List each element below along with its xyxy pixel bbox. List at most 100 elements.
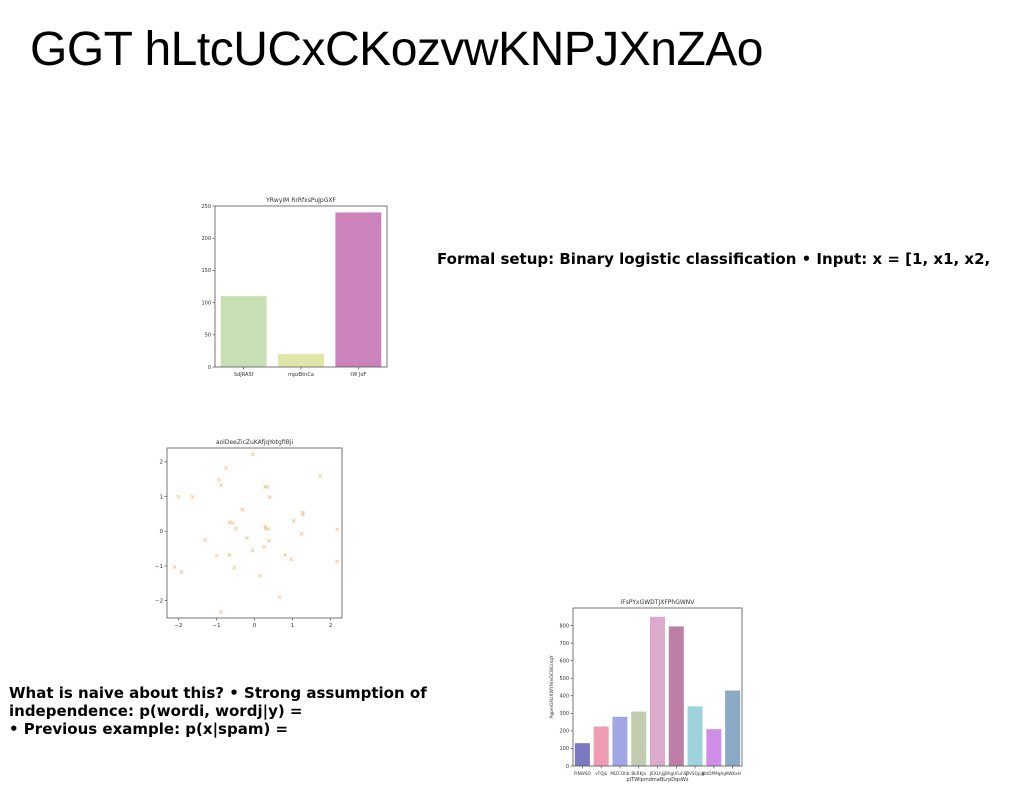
- bar: [220, 296, 267, 367]
- plot-frame: [572, 607, 743, 767]
- scatter-point: [283, 552, 288, 557]
- y-tick-label: 700: [559, 641, 569, 647]
- scatter-point: [335, 559, 340, 564]
- scatter-point: [266, 526, 271, 531]
- bar: [668, 626, 684, 766]
- x-tick-label: WzDPMqAu: [702, 771, 726, 776]
- x-tick-label: 1: [291, 623, 295, 629]
- chart-title: YRwyIM RrRfxsPuJpGXF: [265, 197, 336, 204]
- x-tick-label: 2: [329, 623, 333, 629]
- y-tick-label: 50: [205, 333, 211, 339]
- y-tick-label: −2: [155, 598, 163, 604]
- bar: [574, 743, 590, 766]
- x-tick-label: −2: [174, 623, 182, 629]
- y-tick-label: 0: [160, 529, 164, 535]
- bar: [593, 726, 609, 766]
- scatter-point: [223, 465, 228, 470]
- scatter-point: [219, 483, 224, 488]
- bar-chart-2: iFsPYxGWDTJXFPhGWNV 0 100 200 300 400 500 600 70…: [549, 599, 743, 783]
- y-tick-label: 200: [201, 236, 211, 242]
- scatter-point: [217, 477, 222, 482]
- x-tick-label: JEXLhjjj: [649, 771, 665, 776]
- scatter-point: [257, 573, 262, 578]
- naive-line-3: • Previous example: p(x|spam) =: [9, 720, 289, 738]
- scatter-point: [300, 512, 305, 517]
- scatter-point: [232, 565, 237, 570]
- y-tick-label: 100: [559, 746, 569, 752]
- scatter-point: [227, 520, 232, 525]
- scatter-point: [240, 507, 245, 512]
- plot-frame: [214, 205, 388, 368]
- bar: [649, 616, 666, 766]
- setup-text: Formal setup: Binary logistic classifica…: [437, 250, 991, 268]
- x-tick-label: mpzBtnCa: [288, 372, 314, 378]
- x-tick-label: 0: [253, 623, 257, 629]
- y-axis-label: PgpmGNzXWYNmGCBEzxqY: [549, 655, 555, 718]
- scatter-point: [176, 494, 181, 499]
- scatter-point: [318, 474, 323, 479]
- scatter-point: [299, 531, 304, 536]
- y-tick-label: −1: [155, 564, 163, 570]
- scatter-point: [190, 494, 195, 499]
- naive-line-1: What is naive about this? • Strong assum…: [9, 684, 427, 702]
- scatter-point: [219, 610, 224, 615]
- scatter-point: [289, 557, 294, 562]
- slide-title: GGT hLtcUCxCKozvwKNPJXnZAo: [30, 23, 764, 76]
- scatter-point: [250, 452, 255, 457]
- y-tick-label: 0: [566, 764, 569, 770]
- scatter-point: [263, 484, 268, 489]
- bar: [335, 212, 382, 367]
- chart-title: aolDeeZicZuKAfjqYotgfIBji: [216, 439, 294, 446]
- x-tick-label: vTQjk: [595, 771, 607, 776]
- y-tick-label: 300: [559, 711, 569, 717]
- naive-line-2: independence: p(wordi, wordj|y) =: [9, 702, 303, 720]
- x-tick-label: tW JoF: [350, 372, 366, 378]
- y-tick-label: 600: [559, 658, 569, 664]
- scatter-point: [172, 565, 177, 569]
- y-tick-label: 150: [201, 268, 211, 274]
- naive-text-block: What is naive about this? • Strong assum…: [9, 684, 427, 738]
- scatter-point: [277, 595, 282, 600]
- x-tick-label: BkRKJx: [631, 771, 646, 776]
- x-tick-label: DVSQpjg: [686, 771, 705, 776]
- y-tick-label: 0: [208, 365, 211, 371]
- bar: [706, 729, 722, 766]
- chart-title: iFsPYxGWDTJXFPhGWNV: [621, 599, 696, 606]
- bar: [612, 716, 628, 766]
- scatter-point: [179, 569, 184, 574]
- x-tick-label: SdJRASf: [234, 372, 254, 378]
- y-tick-label: 250: [201, 204, 211, 210]
- plot-frame: [166, 447, 343, 619]
- bar: [687, 706, 703, 766]
- bar: [631, 711, 647, 766]
- x-tick-label: JAWKxH: [723, 771, 740, 776]
- x-tick-label: PiNWSO: [574, 771, 592, 776]
- y-tick-label: 1: [160, 494, 164, 500]
- bar: [278, 354, 324, 367]
- scatter-point: [291, 518, 296, 523]
- scatter-point: [230, 520, 235, 525]
- scatter-point: [233, 526, 238, 531]
- y-tick-label: 2: [160, 460, 164, 466]
- y-tick-label: 200: [559, 729, 569, 735]
- scatter-point: [203, 538, 208, 543]
- scatter-point: [227, 552, 232, 557]
- scatter-point: [262, 544, 267, 549]
- scatter-point: [214, 553, 219, 558]
- x-tick-label: BhgUFuhSJ: [665, 771, 688, 776]
- y-tick-label: 400: [559, 694, 569, 700]
- scatter-point: [244, 535, 249, 540]
- scatter-point: [250, 548, 255, 553]
- x-tick-label: MIZCOhb: [610, 771, 630, 776]
- scatter-point: [335, 527, 340, 532]
- scatter-point: [266, 538, 271, 543]
- y-tick-label: 500: [559, 676, 569, 682]
- x-axis-label: pITWIpmdmaBLrpDqsWs: [627, 777, 689, 783]
- y-tick-label: 100: [201, 300, 211, 306]
- bar-chart-1: YRwyIM RrRfxsPuJpGXF 0 50 100 150 200 250 SdJRA…: [201, 197, 388, 378]
- scatter-chart: aolDeeZicZuKAfjqYotgfIBji −2 −1 0 1 2 −2 −1 0 1 2: [155, 439, 343, 629]
- x-tick-label: −1: [212, 623, 220, 629]
- scatter-point: [267, 495, 272, 500]
- bar: [725, 690, 741, 766]
- y-tick-label: 800: [559, 623, 569, 629]
